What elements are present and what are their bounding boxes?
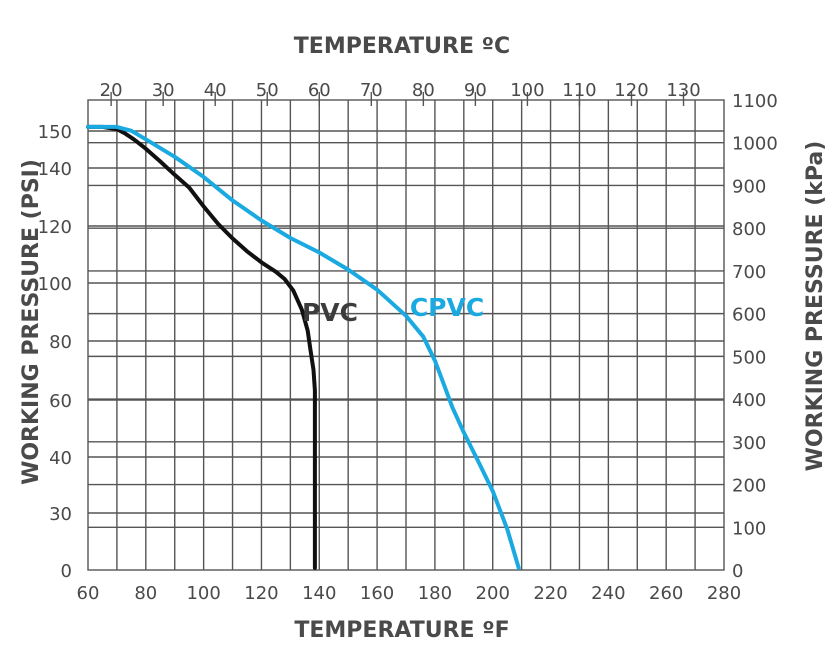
right-tick-label: 800 — [732, 219, 766, 240]
right-tick-label: 700 — [732, 262, 766, 283]
bottom-tick-label: 180 — [418, 583, 452, 604]
left-tick-label: 140 — [38, 159, 72, 180]
bottom-tick-label: 240 — [591, 583, 625, 604]
top-tick-label: 110 — [562, 80, 596, 101]
left-tick-label: 80 — [49, 332, 72, 353]
plot-frame — [87, 99, 725, 571]
left-tick-label: 120 — [38, 217, 72, 238]
right-tick-label: 1000 — [732, 134, 778, 155]
left-tick-label: 100 — [38, 274, 72, 295]
right-tick-label: 300 — [732, 433, 766, 454]
right-tick-label: 0 — [732, 561, 743, 582]
top-tick-label: 50 — [256, 80, 279, 101]
top-tick-label: 100 — [510, 80, 544, 101]
bottom-tick-label: 280 — [707, 583, 741, 604]
top-tick-label: 80 — [412, 80, 435, 101]
left-tick-label: 150 — [38, 122, 72, 143]
pvc-line — [86, 124, 317, 570]
top-tick-label: 90 — [464, 80, 487, 101]
bottom-tick-label: 220 — [533, 583, 567, 604]
pvc-series-label: PVC — [302, 298, 358, 327]
left-axis-title: WORKING PRESSURE (PSI) — [19, 159, 44, 485]
bottom-tick-label: 100 — [186, 583, 220, 604]
bottom-tick-label: 80 — [134, 583, 157, 604]
right-tick-label: 500 — [732, 347, 766, 368]
top-tick-label: 70 — [360, 80, 383, 101]
right-tick-label: 1100 — [732, 91, 778, 112]
top-tick-label: 30 — [152, 80, 175, 101]
series-layer — [86, 124, 521, 570]
cpvc-series-label: CPVC — [410, 293, 484, 322]
right-axis-title: WORKING PRESSURE (kPa) — [803, 141, 828, 472]
top-tick-label: 40 — [204, 80, 227, 101]
top-tick-label: 20 — [100, 80, 123, 101]
top-tick-label: 60 — [308, 80, 331, 101]
cpvc-line — [86, 124, 521, 570]
bottom-tick-label: 200 — [476, 583, 510, 604]
left-tick-label: 30 — [49, 504, 72, 525]
bottom-tick-label: 140 — [302, 583, 336, 604]
right-tick-label: 100 — [732, 518, 766, 539]
bottom-tick-label: 120 — [244, 583, 278, 604]
top-tick-label: 120 — [614, 80, 648, 101]
left-tick-label: 60 — [49, 391, 72, 412]
tick-labels: 60 80 100 120 140 160 180 200 220 240 260 280 20 30 40… — [38, 80, 778, 604]
left-tick-label: 40 — [49, 448, 72, 469]
right-tick-label: 900 — [732, 176, 766, 197]
bottom-tick-label: 160 — [360, 583, 394, 604]
bottom-tick-label: 60 — [77, 583, 100, 604]
right-tick-label: 200 — [732, 476, 766, 497]
right-tick-label: 400 — [732, 390, 766, 411]
left-tick-label: 0 — [61, 561, 72, 582]
top-axis-title: TEMPERATURE ºC — [294, 34, 510, 59]
top-tick-label: 130 — [666, 80, 700, 101]
right-tick-label: 600 — [732, 305, 766, 326]
bottom-axis-title: TEMPERATURE ºF — [294, 618, 509, 643]
bottom-tick-label: 260 — [649, 583, 683, 604]
